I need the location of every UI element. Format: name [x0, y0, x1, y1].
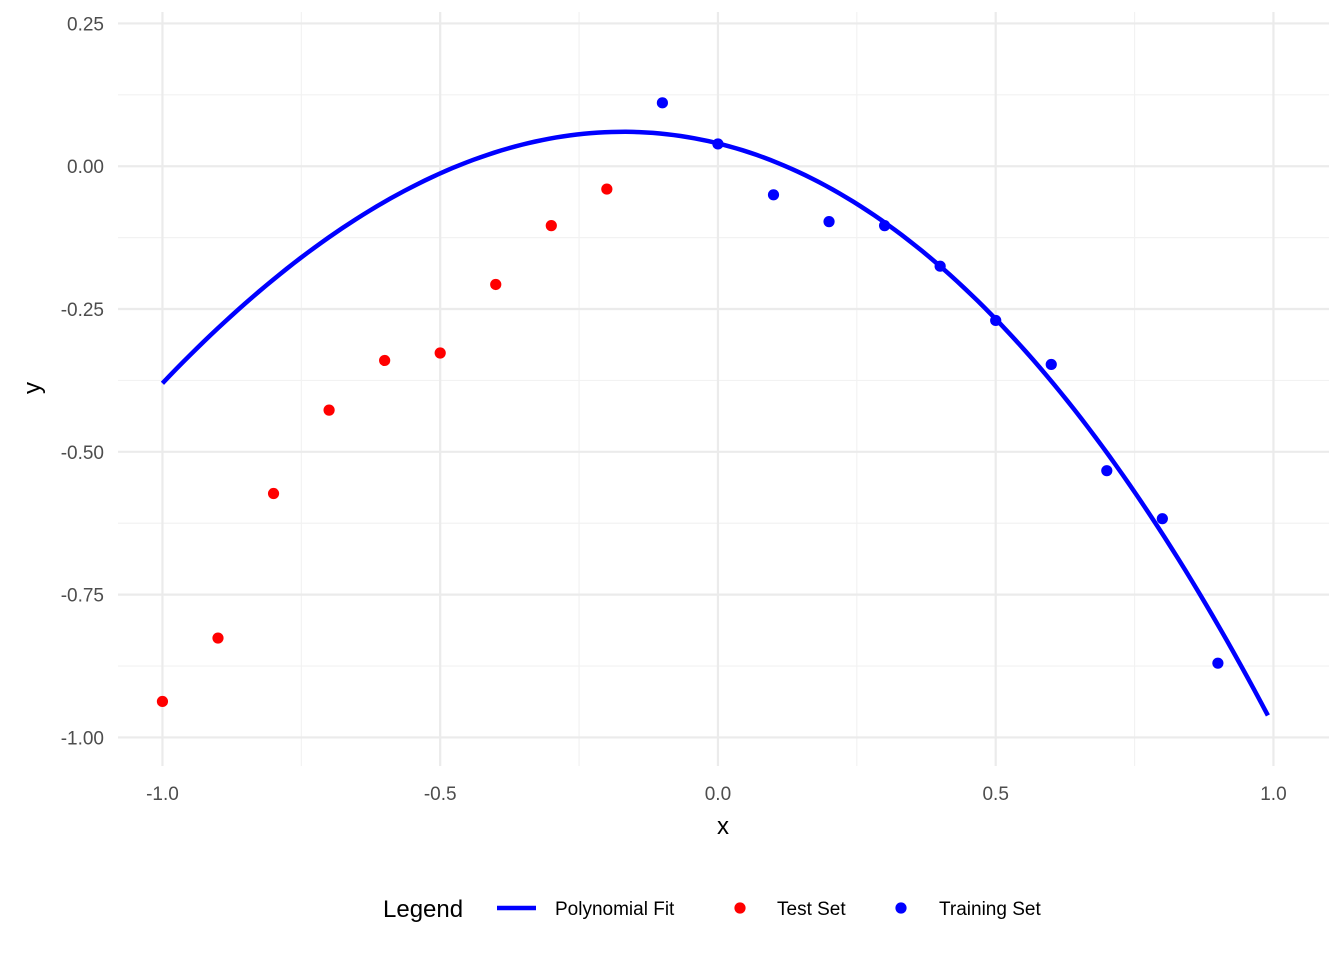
- test-set-point: [601, 183, 613, 195]
- x-tick-label: 0.5: [982, 784, 1008, 805]
- legend-label-polynomial-fit: Polynomial Fit: [555, 899, 675, 920]
- training-set-point: [1045, 358, 1057, 371]
- training-set-point: [1212, 657, 1224, 669]
- test-set-point: [267, 487, 280, 500]
- x-axis-title: x: [717, 813, 729, 840]
- training-set-point: [823, 216, 835, 228]
- x-tick-label: -0.5: [424, 784, 457, 805]
- y-tick-label: -0.50: [61, 443, 104, 464]
- test-set-point: [434, 347, 446, 359]
- axis-layer: -1.0 -0.5 0.0 0.5 1.0 0.25 0.00 -0.25 -0.50 -0.75…: [61, 14, 1287, 805]
- test-set-point: [545, 220, 557, 232]
- legend-label-test-set: Test Set: [777, 899, 846, 920]
- legend-key-training-set: [895, 902, 907, 914]
- x-tick-label: 1.0: [1260, 784, 1286, 805]
- x-tick-label: -1.0: [146, 784, 179, 805]
- y-tick-label: -0.75: [61, 586, 104, 607]
- training-set-point: [767, 189, 780, 201]
- y-tick-label: -1.00: [61, 728, 104, 749]
- test-set-point: [379, 354, 391, 367]
- x-tick-label: 0.0: [705, 784, 731, 805]
- grid-layer: [118, 12, 1329, 766]
- legend: Legend Polynomial Fit Test Set Training Se…: [383, 896, 1041, 923]
- test-set-point: [490, 278, 502, 291]
- series-layer: [156, 97, 1270, 717]
- test-set-point: [323, 404, 335, 416]
- test-set-point: [212, 632, 224, 644]
- training-set-point: [1101, 465, 1113, 477]
- test-set-point: [156, 695, 169, 708]
- training-set-point: [878, 220, 891, 232]
- polynomial-fit-line: [160, 129, 1270, 717]
- y-tick-label: 0.00: [67, 157, 104, 178]
- y-tick-label: -0.25: [61, 300, 104, 321]
- training-set-point: [990, 314, 1002, 327]
- training-set-point: [934, 260, 946, 272]
- legend-label-training-set: Training Set: [939, 899, 1041, 920]
- y-axis-title: y: [19, 382, 46, 394]
- y-tick-label: 0.25: [67, 14, 104, 35]
- legend-key-test-set: [734, 902, 746, 914]
- legend-title: Legend: [383, 896, 463, 923]
- training-set-point: [1156, 513, 1168, 525]
- training-set-point: [656, 97, 668, 109]
- training-set-point: [712, 138, 724, 150]
